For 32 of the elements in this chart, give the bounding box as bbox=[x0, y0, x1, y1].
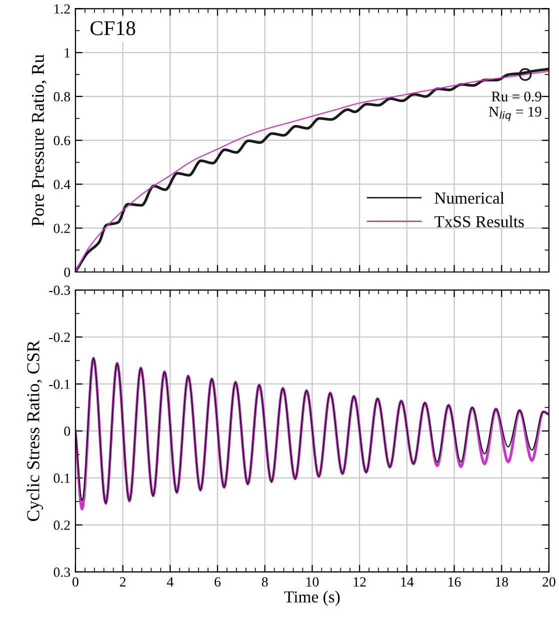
x-tick-label: 14 bbox=[401, 577, 414, 586]
y-tick-label: 0 bbox=[64, 426, 70, 436]
y-tick-label: 0.1 bbox=[54, 474, 70, 483]
annotation: CF18 bbox=[90, 21, 136, 36]
y-tick-label: 0.3 bbox=[54, 568, 70, 577]
x-tick-label: 6 bbox=[214, 577, 221, 587]
x-tick-label: 4 bbox=[166, 577, 174, 586]
x-tick-label: 8 bbox=[262, 577, 268, 587]
y-axis-title: Cyclic Stress Ratio, CSR bbox=[26, 340, 44, 522]
x-tick-label: 0 bbox=[72, 577, 78, 587]
x-tick-label: 12 bbox=[354, 577, 366, 586]
x-tick-label: 18 bbox=[496, 577, 508, 587]
y-tick-label: 0.2 bbox=[54, 520, 70, 530]
y-axis-title: Pore Pressure Ratio, Ru bbox=[32, 54, 47, 226]
y-tick-label: -0.3 bbox=[49, 286, 70, 296]
legend-label: TxSS Results bbox=[434, 216, 524, 228]
y-tick-label: 0 bbox=[64, 268, 70, 277]
y-tick-label: 0.8 bbox=[54, 92, 70, 102]
x-tick-label: 10 bbox=[306, 577, 319, 587]
y-tick-label: -0.2 bbox=[49, 332, 70, 342]
y-tick-label: 1 bbox=[64, 48, 70, 58]
y-tick-label: 0.4 bbox=[54, 180, 70, 190]
y-tick-label: 0.2 bbox=[54, 224, 70, 234]
x-tick-label: 20 bbox=[542, 577, 556, 587]
legend-label: Numerical bbox=[434, 192, 504, 204]
annotation: Ru = 0.9 N$_{liq}$ = 19 bbox=[488, 92, 542, 121]
x-tick-label: 16 bbox=[448, 577, 461, 587]
x-axis-title: Time (s) bbox=[284, 590, 340, 606]
y-tick-label: 1.2 bbox=[54, 4, 70, 14]
x-tick-label: 2 bbox=[120, 577, 126, 586]
y-tick-label: 0.6 bbox=[54, 136, 70, 146]
y-tick-label: -0.1 bbox=[49, 380, 70, 389]
